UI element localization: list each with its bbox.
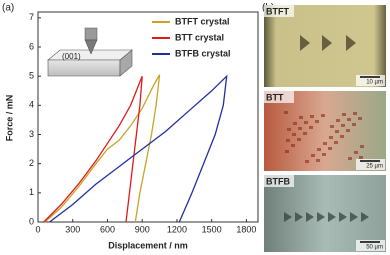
texture	[285, 150, 289, 153]
texture	[335, 130, 339, 133]
indent	[322, 35, 332, 51]
texture	[330, 125, 334, 128]
legend-label: BTT crystal	[175, 32, 224, 42]
texture	[352, 123, 356, 126]
texture	[305, 160, 309, 163]
label-bg	[264, 5, 294, 17]
texture	[317, 148, 321, 151]
y-tick-label: 2	[29, 158, 34, 168]
texture	[336, 119, 340, 122]
scale-bg	[356, 240, 385, 251]
texture	[292, 133, 296, 136]
texture	[354, 151, 358, 154]
texture	[342, 113, 346, 116]
texture	[341, 124, 345, 127]
x-tick-label: 300	[65, 224, 80, 234]
texture	[316, 159, 320, 162]
y-tick-label: 1	[29, 187, 34, 197]
texture	[303, 132, 307, 135]
y-tick-label: 4	[29, 100, 34, 110]
y-axis-label: Force / mN	[4, 95, 14, 142]
texture	[299, 116, 303, 119]
inset-label: (001)	[62, 52, 81, 61]
texture	[334, 141, 338, 144]
x-tick-label: 0	[35, 224, 40, 234]
label-bg	[264, 91, 294, 103]
micrograph-label: BTT	[266, 92, 284, 102]
micrograph	[264, 91, 386, 171]
x-tick-label: 900	[135, 224, 150, 234]
texture	[348, 157, 352, 160]
texture	[340, 135, 344, 138]
legend-label: BTFT crystal	[175, 16, 230, 26]
scale-label: 25 µm	[366, 164, 383, 170]
plot-frame	[37, 11, 259, 223]
scale-label: 50 µm	[366, 245, 383, 251]
indent	[295, 212, 303, 222]
x-tick-label: 600	[100, 224, 115, 234]
curve	[43, 75, 143, 223]
indent	[346, 35, 356, 51]
texture	[310, 115, 314, 118]
micrograph-label: BTFB	[266, 176, 290, 186]
indent	[361, 212, 369, 222]
texture	[323, 142, 327, 145]
texture	[321, 114, 325, 117]
texture	[322, 153, 326, 156]
panel-label: (a)	[2, 3, 14, 14]
texture	[286, 139, 290, 142]
texture	[328, 147, 332, 150]
texture	[358, 117, 362, 120]
x-tick-label: 1200	[167, 224, 187, 234]
x-axis-label: Displacement / nm	[108, 240, 188, 250]
texture	[360, 145, 364, 148]
y-tick-label: 3	[29, 129, 34, 139]
y-tick-label: 5	[29, 71, 34, 81]
x-tick-label: 1500	[202, 224, 222, 234]
scale-bg	[356, 75, 385, 86]
indent	[306, 212, 314, 222]
curve	[49, 74, 228, 223]
scale-bg	[356, 159, 385, 170]
texture	[315, 120, 319, 123]
texture	[347, 118, 351, 121]
micrographs: BTFT 10 µm BTT 25 µm BTFB 50 µm	[264, 5, 386, 252]
curve	[44, 74, 161, 223]
indent	[284, 212, 292, 222]
y-tick-label: 0	[29, 216, 34, 226]
y-tick-label: 6	[29, 41, 34, 51]
label-bg	[264, 175, 294, 187]
texture	[298, 127, 302, 130]
indent	[300, 35, 310, 51]
texture	[304, 121, 308, 124]
indent	[350, 212, 358, 222]
indent	[317, 212, 325, 222]
indent	[328, 212, 336, 222]
texture	[291, 144, 295, 147]
texture	[329, 136, 333, 139]
texture	[293, 122, 297, 125]
texture	[309, 126, 313, 129]
inset-illustration	[47, 27, 133, 77]
texture	[311, 154, 315, 157]
texture	[353, 112, 357, 115]
micrograph-label: BTFT	[266, 6, 289, 16]
texture	[297, 138, 301, 141]
texture	[346, 129, 350, 132]
legend-label: BTFB crystal	[175, 48, 231, 58]
y-tick-label: 7	[29, 12, 34, 22]
indent	[339, 212, 347, 222]
texture	[284, 111, 288, 114]
texture	[359, 156, 363, 159]
texture	[287, 128, 291, 131]
x-tick-label: 1800	[236, 224, 256, 234]
scale-label: 10 µm	[366, 80, 383, 86]
